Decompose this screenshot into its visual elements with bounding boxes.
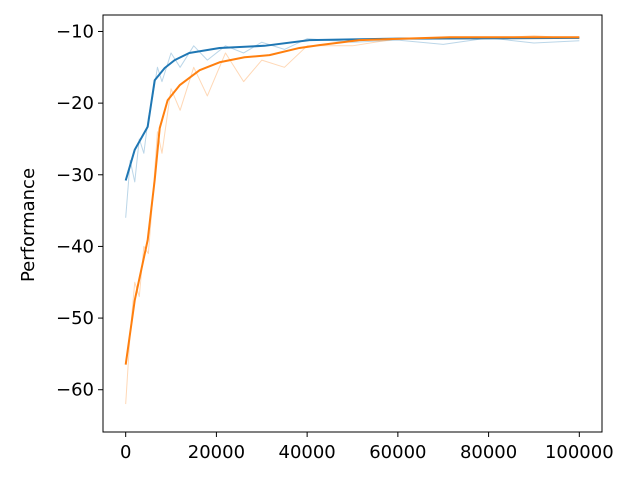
line (124, 36, 580, 365)
y-tick-label: −20 (56, 93, 94, 114)
y-tick-label: −10 (56, 21, 94, 42)
y-axis-label: Performance (18, 168, 39, 282)
y-tick-label: −30 (56, 165, 94, 186)
x-tick-label: 40000 (279, 442, 336, 463)
plot-frame (102, 14, 603, 433)
line (125, 37, 580, 218)
x-tick-label: 100000 (545, 442, 614, 463)
x-tick-label: 60000 (369, 442, 426, 463)
line (125, 35, 580, 405)
x-tick-label: 80000 (460, 442, 517, 463)
line (124, 36, 580, 181)
x-tick-label: 0 (120, 442, 131, 463)
y-tick-label: −40 (56, 236, 94, 257)
y-tick-label: −50 (56, 308, 94, 329)
y-tick-label: −60 (56, 380, 94, 401)
x-tick-label: 20000 (188, 442, 245, 463)
